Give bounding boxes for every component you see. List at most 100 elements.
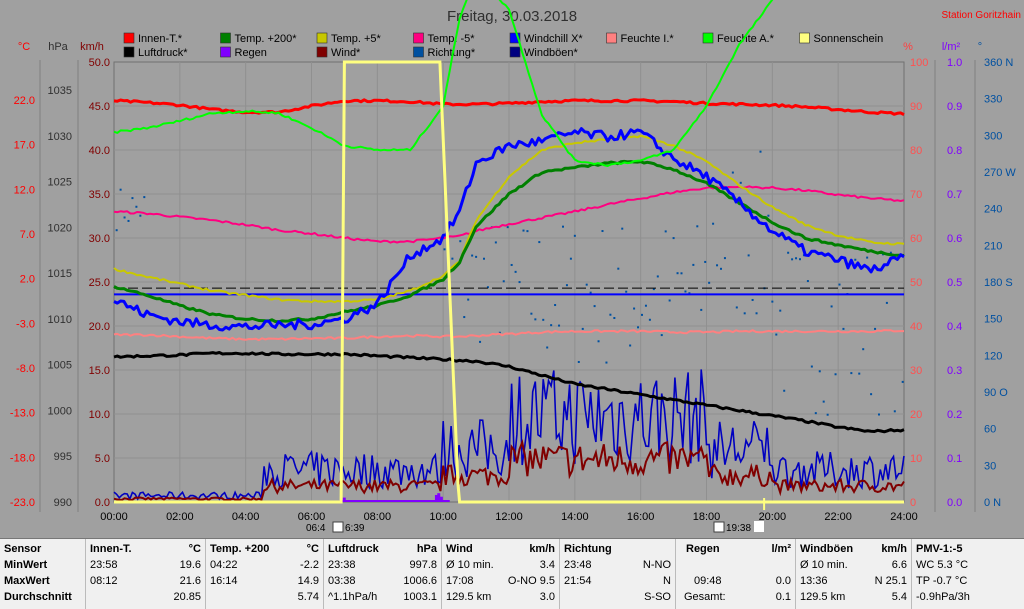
stats-value: TP -0.7 °C [916,575,968,587]
x-tick-label: 00:00 [100,511,128,523]
x-tick-label: 02:00 [166,511,194,523]
tick-label-pressure: 1035 [48,85,72,97]
stats-value: 5.4 [891,591,907,603]
direction-dot [858,372,861,375]
direction-dot [482,257,485,260]
direction-dot [459,240,462,243]
sun-marks: 06:4 6:39 19:38 [306,521,764,534]
legend-label: Feuchte A.* [717,33,775,45]
direction-dot [644,304,647,307]
tick-label-direction: 330 [984,94,1002,106]
sunset-marker-box [754,521,764,532]
direction-dot [874,327,877,330]
tick-label-temp: 22.0 [14,95,35,107]
direction-dot [601,230,604,233]
direction-dot [696,225,699,228]
stats-col-wind: Wind km/h Ø 10 min. 3.4 17:08 O-NO 9.5 129.… [442,539,560,609]
series-line-luftdruck- [113,351,905,434]
direction-dot [633,307,636,310]
direction-dot [779,309,782,312]
stats-title: Regen [686,543,720,555]
legend-label: Regen [235,47,267,59]
direction-dot [885,301,888,304]
direction-dot [585,283,588,286]
tick-label-wind: 15.0 [89,365,110,377]
direction-dot [850,372,853,375]
stats-col-sensor: Sensor MinWert MaxWert Durchschnitt [0,539,86,609]
tick-label-rain: 0.6 [947,233,962,245]
tick-label-humidity: 30 [910,365,922,377]
direction-dot [506,226,509,229]
stats-title: Innen-T. [90,543,132,555]
direction-dot [573,234,576,237]
legend-label: Windchill X* [524,33,583,45]
stats-title: Wind [446,543,473,555]
stats-time: 03:38 [328,575,356,587]
stats-value: 3.4 [539,559,555,571]
x-tick-label: 14:00 [561,511,589,523]
stats-value: -2.2 [300,559,319,571]
tick-label-temp: -18.0 [10,452,35,464]
stats-time: 23:48 [564,559,592,571]
stats-col-innen: Innen-T. °C 23:58 19.6 08:12 21.6 20.85 [86,539,206,609]
direction-dot [723,257,726,260]
tick-label-pressure: 1020 [48,222,72,234]
direction-dot [565,284,568,287]
stats-value: 0.0 [775,575,791,587]
x-tick-label: 20:00 [759,511,787,523]
direction-dot [554,304,557,307]
direction-dot [830,305,833,308]
rain-bar [439,496,443,502]
stats-time: 04:22 [210,559,238,571]
direction-dot [755,312,758,315]
direction-dot [834,373,837,376]
direction-dot [751,298,754,301]
tick-label-temp: 2.0 [20,274,35,286]
unit-rain: l/m² [942,41,961,53]
direction-dot [672,237,675,240]
direction-dot [716,264,719,267]
stats-title: Windböen [800,543,854,555]
direction-dot [558,324,561,327]
direction-dot [561,225,564,228]
tick-label-rain: 0.3 [947,365,962,377]
legend-swatch [123,32,135,44]
legend: Innen-T.* Temp. +200* Temp. +5* Temp. -5* Wi… [123,32,883,59]
tick-label-wind: 45.0 [89,101,110,113]
direction-dot [866,256,869,259]
direction-dot [759,150,762,153]
stats-value: N [663,575,671,587]
legend-swatch [316,32,328,44]
stats-time: 21:54 [564,575,592,587]
stats-value: N-NO [642,559,671,571]
stats-time: 23:38 [328,559,356,571]
direction-dot [692,263,695,266]
direction-dot [680,272,683,275]
stats-value: 0.1 [775,591,791,603]
tick-label-pressure: 1015 [48,268,72,280]
wind-direction-dots [115,150,904,416]
tick-label-rain: 0.7 [947,189,962,201]
tick-label-direction: 180 S [984,277,1013,289]
direction-dot [613,317,616,320]
legend-swatch [606,32,617,44]
stats-unit: °C [306,543,319,555]
x-tick-label: 16:00 [627,511,655,523]
direction-dot [684,290,687,293]
direction-dot [131,197,134,200]
direction-dot [739,181,742,184]
tick-label-humidity: 10 [910,453,922,465]
legend-swatch [413,32,424,44]
legend-swatch [413,46,424,58]
y-axes: 50.0 45.0 40.0 35.0 30.0 25.0 20.0 15.0 10.0 5.0 0… [10,57,1016,509]
station-name: Station Goritzhain [942,10,1022,21]
tick-label-temp: 17.0 [14,140,35,152]
direction-dot [621,227,624,230]
direction-dot [743,312,746,315]
tick-label-wind: 50.0 [89,57,110,69]
direction-dot [798,258,801,261]
direction-dot [510,263,513,266]
direction-dot [581,327,584,330]
direction-dot [893,410,896,413]
direction-dot [605,361,608,364]
